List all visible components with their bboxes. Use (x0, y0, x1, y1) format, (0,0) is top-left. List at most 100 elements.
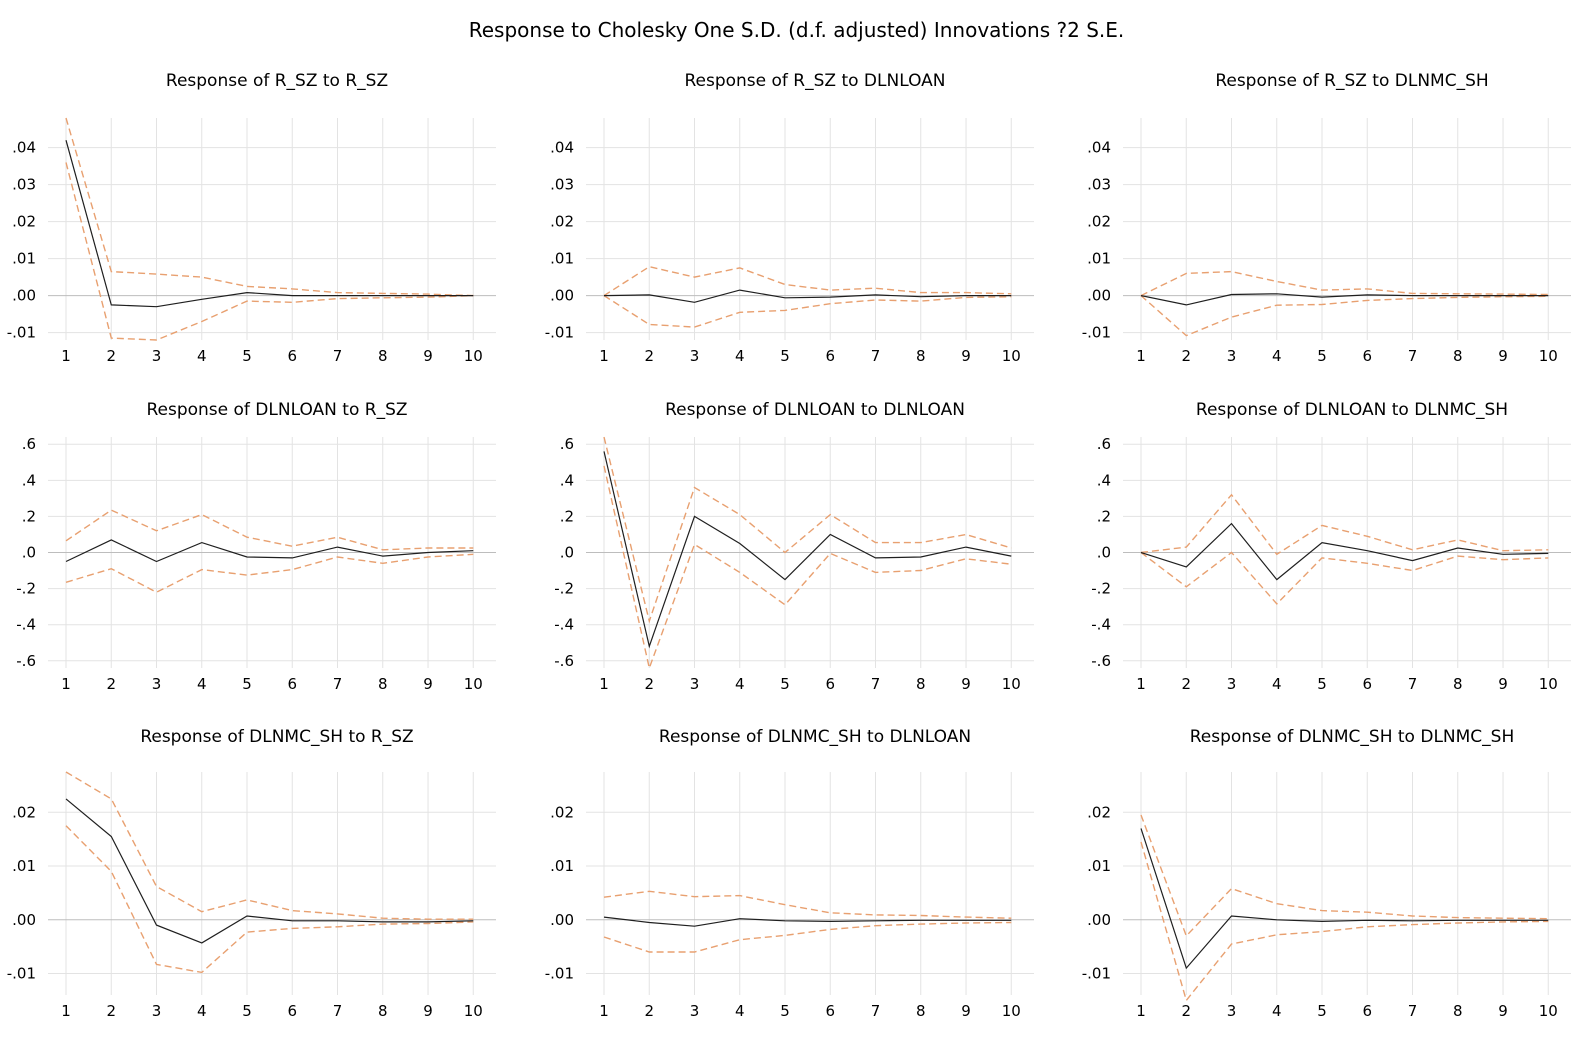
x-tick-label: 7 (871, 675, 881, 693)
y-tick-label: .01 (12, 857, 36, 875)
x-tick-label: 10 (1002, 1002, 1021, 1020)
x-tick-label: 3 (1227, 1002, 1237, 1020)
chart-panel-9: Response of DLNMC_SH to DLNMC_SH 1 2 3 4 5 6 7 8… (1082, 727, 1571, 1020)
lower-band-line (65, 162, 474, 341)
figure-title: Response to Cholesky One S.D. (d.f. adju… (468, 18, 1125, 42)
x-tick-label: 9 (961, 1002, 971, 1020)
x-tick-label: 9 (423, 1002, 433, 1020)
x-tick-label: 2 (106, 347, 116, 365)
x-tick-label: 3 (690, 347, 700, 365)
x-tick-label: 9 (1498, 347, 1508, 365)
response-line (603, 916, 1012, 927)
x-tick-label: 3 (690, 1002, 700, 1020)
y-tick-label: .01 (12, 250, 36, 268)
y-tick-label: .01 (550, 250, 574, 268)
x-tick-label: 3 (1227, 675, 1237, 693)
chart-panel-4: Response of DLNLOAN to R_SZ 1 2 3 4 5 6 7 8 9 10 .6… (16, 400, 496, 693)
y-tick-label: .0 (22, 544, 36, 562)
chart-panel-2: Response of R_SZ to DLNLOAN 1 2 3 4 5 6 7 8 9 10 .0… (545, 71, 1034, 365)
x-tick-label: 10 (1539, 675, 1558, 693)
x-tick-label: 4 (735, 347, 745, 365)
y-tick-label: .0 (1097, 544, 1111, 562)
x-tick-label: 10 (464, 347, 483, 365)
upper-band-line (1140, 493, 1549, 556)
panel-title: Response of DLNLOAN to DLNMC_SH (1196, 400, 1508, 420)
y-tick-label: .02 (1087, 803, 1111, 821)
lower-band-line (603, 465, 1012, 671)
y-tick-label: -.01 (7, 965, 36, 983)
lower-band-line (1140, 295, 1549, 337)
x-tick-label: 4 (735, 1002, 745, 1020)
y-tick-label: -.2 (1091, 580, 1111, 598)
y-tick-label: -.01 (545, 965, 574, 983)
response-line (1140, 293, 1549, 306)
chart-panel-5: Response of DLNLOAN to DLNLOAN 1 2 3 4 5 6 7 8 9 1… (554, 400, 1034, 693)
x-tick-label: 9 (1498, 1002, 1508, 1020)
y-tick-label: .03 (12, 176, 36, 194)
y-tick-label: .02 (1087, 213, 1111, 231)
x-tick-label: 8 (378, 1002, 388, 1020)
upper-band-line (65, 117, 474, 297)
y-tick-label: .02 (12, 803, 36, 821)
x-tick-label: 5 (780, 347, 790, 365)
x-tick-label: 5 (780, 1002, 790, 1020)
upper-band-line (603, 436, 1012, 624)
x-tick-label: 4 (735, 675, 745, 693)
lower-band-line (1140, 841, 1549, 1002)
y-tick-label: .02 (550, 213, 574, 231)
x-tick-label: 2 (644, 1002, 654, 1020)
x-tick-label: 4 (197, 1002, 207, 1020)
x-tick-label: 4 (197, 675, 207, 693)
x-tick-label: 5 (242, 1002, 252, 1020)
chart-panel-7: Response of DLNMC_SH to R_SZ 1 2 3 4 5 6 7 8 9 10.… (7, 727, 496, 1020)
chart-panel-1: Response of R_SZ to R_SZ 1 2 3 4 5 6 7 8 9 10 .04 .0… (7, 71, 496, 365)
y-tick-label: .0 (560, 544, 574, 562)
response-line (1140, 828, 1549, 970)
panel-title: Response of DLNMC_SH to DLNLOAN (659, 727, 971, 747)
x-tick-label: 3 (152, 1002, 162, 1020)
x-tick-label: 7 (1408, 675, 1418, 693)
y-tick-label: .04 (1087, 139, 1111, 157)
panel-title: Response of DLNMC_SH to R_SZ (140, 727, 413, 747)
x-tick-label: 4 (1272, 347, 1282, 365)
x-tick-label: 1 (61, 347, 71, 365)
x-tick-label: 6 (825, 347, 835, 365)
y-tick-label: .4 (560, 471, 574, 489)
y-tick-label: .04 (550, 139, 574, 157)
x-tick-label: 9 (961, 347, 971, 365)
x-tick-label: 2 (644, 347, 654, 365)
chart-panel-8: Response of DLNMC_SH to DLNLOAN 1 2 3 4 5 6 7 8 9… (545, 727, 1034, 1020)
x-tick-label: 6 (825, 675, 835, 693)
lower-band-line (1140, 551, 1549, 605)
x-tick-label: 4 (197, 347, 207, 365)
y-tick-label: .01 (550, 857, 574, 875)
x-tick-label: 9 (1498, 675, 1508, 693)
chart-panel-3: Response of R_SZ to DLNMC_SH 1 2 3 4 5 6 7 8 9 10.… (1082, 71, 1571, 365)
y-tick-label: -.6 (16, 652, 36, 670)
x-tick-label: 1 (1136, 675, 1146, 693)
x-tick-label: 7 (333, 347, 343, 365)
y-tick-label: -.4 (1091, 616, 1111, 634)
x-tick-label: 1 (599, 1002, 609, 1020)
x-tick-label: 8 (378, 347, 388, 365)
x-tick-label: 5 (1317, 1002, 1327, 1020)
upper-band-line (1140, 270, 1549, 297)
y-tick-label: .2 (1097, 507, 1111, 525)
x-tick-label: 2 (1181, 1002, 1191, 1020)
upper-band-line (603, 265, 1012, 297)
y-tick-label: -.2 (554, 580, 574, 598)
x-tick-label: 10 (464, 675, 483, 693)
y-tick-label: .2 (560, 507, 574, 525)
panel-title: Response of DLNLOAN to R_SZ (146, 400, 407, 420)
x-tick-label: 1 (61, 1002, 71, 1020)
x-tick-label: 6 (287, 347, 297, 365)
x-tick-label: 10 (1002, 347, 1021, 365)
y-tick-label: .4 (1097, 471, 1111, 489)
y-tick-label: -.2 (16, 580, 36, 598)
x-tick-label: 6 (1362, 347, 1372, 365)
panel-title: Response of DLNMC_SH to DLNMC_SH (1190, 727, 1515, 747)
x-tick-label: 7 (333, 1002, 343, 1020)
y-tick-label: .02 (12, 213, 36, 231)
x-tick-label: 1 (1136, 347, 1146, 365)
x-tick-label: 6 (1362, 675, 1372, 693)
